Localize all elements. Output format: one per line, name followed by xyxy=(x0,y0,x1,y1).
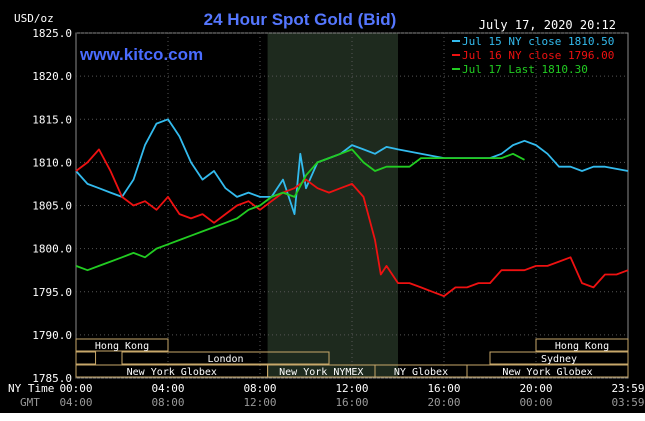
y-tick-label: 1790.0 xyxy=(32,329,72,342)
x-tick-label-ny: 12:00 xyxy=(335,382,368,395)
session-bar xyxy=(535,338,629,352)
session-label: NY Globex xyxy=(394,367,448,378)
session-bar xyxy=(489,351,629,365)
x-tick-label-ny: 20:00 xyxy=(519,382,552,395)
legend-label: Jul 16 NY close 1796.00 xyxy=(462,49,614,62)
y-tick-label: 1785.0 xyxy=(32,372,72,385)
x-tick-label-ny: 23:59 xyxy=(611,382,644,395)
series-line xyxy=(75,118,629,215)
x-tick-label-ny: 08:00 xyxy=(243,382,276,395)
y-tick-label: 1800.0 xyxy=(32,243,72,256)
chart-title: 24 Hour Spot Gold (Bid) xyxy=(204,10,397,29)
ny-time-row-label: NY Time xyxy=(8,382,54,395)
kitco-watermark: www.kitco.com xyxy=(79,45,203,64)
x-tick-label-ny: 00:00 xyxy=(59,382,92,395)
y-tick-label: 1795.0 xyxy=(32,286,72,299)
gmt-row-label: GMT xyxy=(20,396,40,409)
session-bar xyxy=(121,351,330,365)
x-tick-label-gmt: 03:59 xyxy=(611,396,644,409)
session-bar xyxy=(466,364,629,378)
x-tick-label-gmt: 04:00 xyxy=(59,396,92,409)
session-label: New York Globex xyxy=(127,367,217,378)
x-tick-label-ny: 16:00 xyxy=(427,382,460,395)
x-tick-label-ny: 04:00 xyxy=(151,382,184,395)
session-bar xyxy=(75,338,169,352)
y-tick-label: 1820.0 xyxy=(32,70,72,83)
session-label: Hong Kong xyxy=(95,341,149,352)
y-tick-label: 1805.0 xyxy=(32,200,72,213)
session-label: New York NYMEX xyxy=(279,367,363,378)
y-tick-label: 1815.0 xyxy=(32,113,72,126)
legend-label: Jul 17 Last 1810.30 xyxy=(462,63,588,76)
session-label: Sydney xyxy=(541,354,577,365)
x-tick-label-gmt: 12:00 xyxy=(243,396,276,409)
x-tick-label-gmt: 16:00 xyxy=(335,396,368,409)
series-line xyxy=(75,148,525,272)
x-tick-label-gmt: 08:00 xyxy=(151,396,184,409)
session-label: Hong Kong xyxy=(555,341,609,352)
session-bar-marker xyxy=(75,351,97,365)
legend-label: Jul 15 NY close 1810.50 xyxy=(462,35,614,48)
series-line xyxy=(75,148,629,297)
x-tick-label-gmt: 00:00 xyxy=(519,396,552,409)
y-tick-label: 1810.0 xyxy=(32,156,72,169)
session-label: London xyxy=(207,354,243,365)
x-tick-label-gmt: 20:00 xyxy=(427,396,460,409)
y-axis-label: USD/oz xyxy=(14,12,54,25)
session-label: New York Globex xyxy=(502,367,592,378)
y-tick-label: 1825.0 xyxy=(32,27,72,40)
timestamp: July 17, 2020 20:12 xyxy=(479,18,616,32)
